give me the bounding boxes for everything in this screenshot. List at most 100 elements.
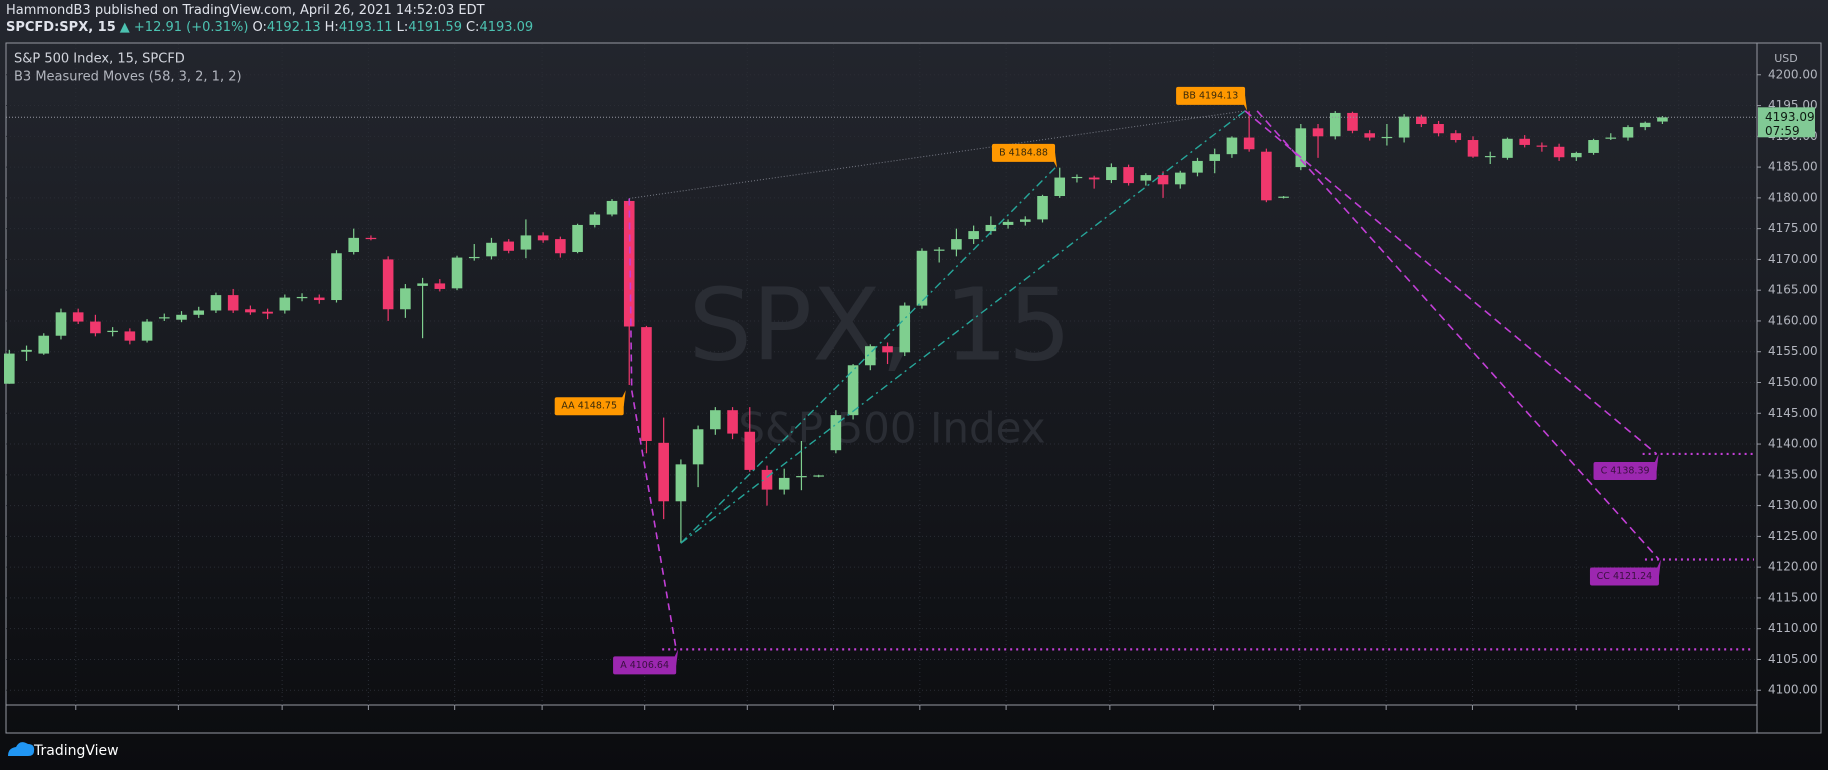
candle-body [1226,137,1238,155]
candle-body [1261,151,1272,201]
candle-body [1295,128,1307,168]
candle-body [1622,127,1634,138]
candle-body [1088,177,1100,180]
candle-body [262,311,273,314]
candle-body [520,235,532,250]
annotation-box [1589,567,1659,586]
candle-body [1605,137,1617,139]
candle-body [227,295,239,311]
candle-body [1071,176,1083,179]
annotation-label: AA 4148.75 [561,401,617,412]
logo [8,742,35,756]
candle-body [606,200,618,215]
publisher-text: HammondB3 published on TradingView.com, … [6,3,485,18]
candle-body [1123,167,1134,184]
ohlc-value: 4192.13 [266,20,321,35]
annotation-label: A 4106.64 [620,660,669,671]
candle-body [1553,146,1565,158]
candle-body [365,237,377,240]
candle-body [1484,156,1496,158]
candle-body [21,349,32,352]
annotation-box [613,656,677,675]
ohlc-c: C:4193.09 [466,20,533,35]
ohlc-key: C: [465,20,480,35]
candle-body [1019,219,1031,222]
ohlc-value: 4193.09 [479,20,534,35]
candle-body [865,346,876,366]
candle-body [1347,112,1358,131]
candle-body [847,365,859,416]
candle-body [1502,138,1513,158]
candle-body [313,297,325,301]
legend-indicator: B3 Measured Moves (58, 3, 2, 1, 2) [14,70,242,85]
candle-body [210,295,222,311]
candle-body [193,310,205,315]
ohlc-l: L:4191.59 [397,20,462,35]
candle-body [348,237,360,253]
candle-body [158,317,170,319]
candle-body [1312,128,1324,137]
header-publisher: HammondB3 published on TradingView.com, … [6,3,485,18]
footer-brand: TradingView [33,743,119,759]
y-tick-label: 4185.00 [1768,160,1818,174]
candle-body [572,224,583,253]
projection-line [1256,110,1660,561]
change: ▲ +12.91 (+0.31%) [119,20,249,35]
candle-body [796,476,807,478]
candle-body [1588,140,1599,153]
candle-body [692,429,704,465]
annotation-label: CC 4121.24 [1597,571,1653,582]
annotation-box [991,143,1056,162]
candle-body [1536,145,1548,147]
y-tick-label: 4110.00 [1768,621,1818,635]
y-tick-label: 4170.00 [1768,252,1818,266]
candle-body [916,250,928,306]
annotation-label: BB 4194.13 [1183,90,1238,101]
annotation-box [1593,461,1657,480]
header-quote: SPCFD:SPX, 15 ▲ +12.91 (+0.31%) O:4192.1… [6,20,533,35]
candle-body [727,410,738,434]
candle-body [1054,177,1066,197]
candle-body [968,231,979,240]
candle-body [124,331,136,341]
candle-body [1467,140,1479,157]
candle-body [761,469,773,490]
candle-body [503,241,514,251]
annotation-box [554,397,624,416]
y-tick-label: 4155.00 [1768,344,1818,358]
candle-body [72,312,84,322]
candle-body [1278,196,1289,198]
candle-body [537,235,549,241]
y-tick-label: 4200.00 [1768,67,1818,81]
candle-body [4,353,15,384]
candle-body [331,253,342,301]
logo-icon [8,742,35,756]
annotation-label: B 4184.88 [999,147,1048,158]
y-tick-label: 4145.00 [1768,406,1818,420]
y-tick-label: 4100.00 [1768,683,1818,697]
candle-body [675,464,687,502]
candle-body [951,239,962,250]
candle-body [882,346,893,353]
candle-body [1329,112,1341,137]
price-label: 4193.09 [1765,110,1815,124]
candle-body [1519,138,1530,145]
candle-body [899,305,911,353]
candle-body [933,249,945,251]
candle-body [1037,196,1048,220]
candle-body [382,259,394,310]
candle-body [417,283,428,286]
candle-body [1433,124,1444,134]
candle-body [641,327,652,441]
candle-body [451,257,463,289]
candle-body [1140,175,1152,181]
y-tick-label: 4150.00 [1768,375,1818,389]
candle-body [555,239,566,254]
y-tick-label: 4165.00 [1768,283,1818,297]
candle-body [1639,122,1651,128]
y-tick-label: 4130.00 [1768,498,1818,512]
chart-frame [5,42,1822,734]
